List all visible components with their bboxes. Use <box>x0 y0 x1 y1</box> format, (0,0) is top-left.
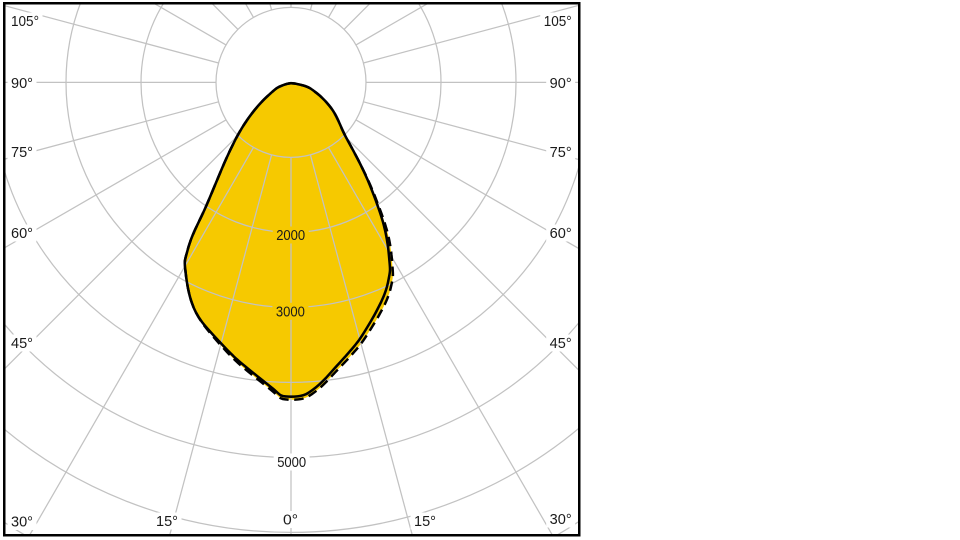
svg-text:90°: 90° <box>11 76 33 92</box>
svg-text:15°: 15° <box>156 514 178 530</box>
svg-text:60°: 60° <box>550 226 572 242</box>
svg-text:0°: 0° <box>283 513 298 529</box>
svg-text:45°: 45° <box>11 336 33 352</box>
svg-text:5000: 5000 <box>277 455 306 471</box>
svg-text:2000: 2000 <box>276 228 305 244</box>
svg-text:30°: 30° <box>550 512 572 528</box>
svg-text:30°: 30° <box>11 515 33 531</box>
svg-text:60°: 60° <box>11 226 33 242</box>
svg-text:3000: 3000 <box>276 305 305 321</box>
svg-text:75°: 75° <box>11 145 33 161</box>
svg-text:105°: 105° <box>544 14 572 30</box>
svg-text:90°: 90° <box>550 76 572 92</box>
svg-text:15°: 15° <box>414 514 436 530</box>
svg-text:105°: 105° <box>11 14 39 30</box>
svg-text:75°: 75° <box>550 145 572 161</box>
svg-text:45°: 45° <box>550 336 572 352</box>
